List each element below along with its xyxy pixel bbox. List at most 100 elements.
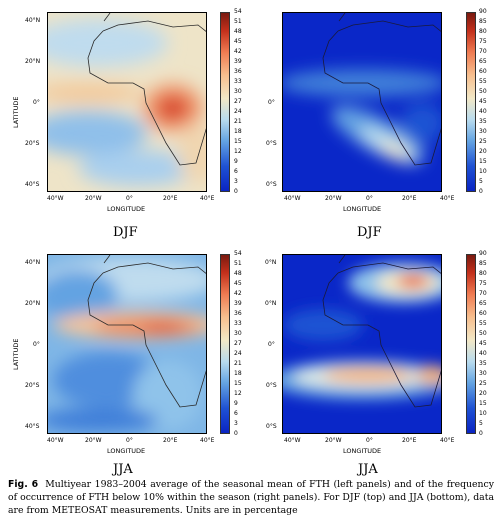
colorbar-tick: 10 bbox=[479, 168, 487, 175]
colorbar-tick: 0 bbox=[234, 430, 238, 437]
colorbar-tick: 65 bbox=[479, 300, 487, 307]
lat-tick: 0°S bbox=[266, 423, 277, 430]
colorbar-tick: 27 bbox=[234, 340, 242, 347]
colorbar-tick: 33 bbox=[234, 320, 242, 327]
map-djf-fth bbox=[47, 12, 207, 192]
colorbar-tick: 35 bbox=[479, 360, 487, 367]
colorbar-tick: 55 bbox=[479, 320, 487, 327]
colorbar-tick: 6 bbox=[234, 410, 238, 417]
colorbar-tick: 85 bbox=[479, 18, 487, 25]
colorbar-tick: 0 bbox=[234, 188, 238, 195]
colorbar-tick: 30 bbox=[234, 330, 242, 337]
colorbar-tick: 48 bbox=[234, 28, 242, 35]
colorbar-tick: 30 bbox=[479, 370, 487, 377]
lat-tick: 0° bbox=[33, 99, 40, 106]
colorbar-tick: 40 bbox=[479, 350, 487, 357]
colorbar-tick: 39 bbox=[234, 300, 242, 307]
colorbar-tick: 50 bbox=[479, 88, 487, 95]
colorbar-tick: 21 bbox=[234, 360, 242, 367]
colorbar-tick: 20 bbox=[479, 390, 487, 397]
lat-tick: 0° bbox=[268, 99, 275, 106]
lon-tick: 40°E bbox=[200, 195, 215, 202]
lon-tick: 0° bbox=[126, 195, 133, 202]
lat-tick: 0°S bbox=[266, 140, 277, 147]
lat-tick: 0°N bbox=[265, 259, 277, 266]
colorbar-tick: 65 bbox=[479, 58, 487, 65]
colorbar-tick: 42 bbox=[234, 48, 242, 55]
season-label: DJF bbox=[113, 225, 138, 240]
colorbar-tick: 9 bbox=[234, 400, 238, 407]
colorbar-tick: 39 bbox=[234, 58, 242, 65]
colorbar-tick: 54 bbox=[234, 8, 242, 15]
colorbar-tick: 30 bbox=[479, 128, 487, 135]
lon-tick: 20°E bbox=[402, 195, 417, 202]
lon-tick: 0° bbox=[126, 437, 133, 444]
x-axis-label: LONGITUDE bbox=[107, 447, 146, 455]
lat-tick: 0°N bbox=[265, 300, 277, 307]
lon-tick: 20°W bbox=[85, 437, 102, 444]
lat-tick: 0° bbox=[33, 341, 40, 348]
colorbar-tick: 21 bbox=[234, 118, 242, 125]
lat-tick: 40°N bbox=[25, 259, 41, 266]
colorbar-tick: 33 bbox=[234, 78, 242, 85]
colorbar-djf-frequency bbox=[466, 12, 476, 192]
colorbar-tick: 3 bbox=[234, 178, 238, 185]
lat-tick: 0°S bbox=[266, 181, 277, 188]
lon-tick: 0° bbox=[366, 195, 373, 202]
colorbar-tick: 51 bbox=[234, 18, 242, 25]
lon-tick: 20°E bbox=[163, 195, 178, 202]
lon-tick: 40°W bbox=[47, 437, 64, 444]
colorbar-tick: 45 bbox=[234, 280, 242, 287]
colorbar-tick: 5 bbox=[479, 420, 483, 427]
colorbar-tick: 45 bbox=[234, 38, 242, 45]
lon-tick: 20°W bbox=[325, 195, 342, 202]
lat-tick: 20°S bbox=[25, 140, 40, 147]
season-label: JJA bbox=[358, 462, 378, 477]
colorbar-tick: 45 bbox=[479, 98, 487, 105]
colorbar-jja-fth bbox=[220, 254, 230, 434]
colorbar-tick: 10 bbox=[479, 410, 487, 417]
figure-caption-text: Multiyear 1983–2004 average of the seaso… bbox=[8, 479, 494, 516]
lat-tick: 40°S bbox=[25, 423, 40, 430]
lon-tick: 40°W bbox=[284, 195, 301, 202]
lat-tick: 0° bbox=[268, 341, 275, 348]
colorbar-tick: 24 bbox=[234, 108, 242, 115]
lat-tick: 20°N bbox=[25, 300, 41, 307]
lon-tick: 0° bbox=[366, 437, 373, 444]
y-axis-label: LATITUDE bbox=[12, 96, 20, 128]
colorbar-tick: 60 bbox=[479, 68, 487, 75]
lon-tick: 40°W bbox=[47, 195, 64, 202]
colorbar-tick: 70 bbox=[479, 290, 487, 297]
colorbar-tick: 36 bbox=[234, 68, 242, 75]
colorbar-tick: 90 bbox=[479, 8, 487, 15]
lat-tick: 40°S bbox=[25, 181, 40, 188]
colorbar-tick: 35 bbox=[479, 118, 487, 125]
colorbar-tick: 48 bbox=[234, 270, 242, 277]
map-jja-frequency bbox=[282, 254, 442, 434]
figure-label: Fig. 6 bbox=[8, 479, 39, 490]
colorbar-tick: 51 bbox=[234, 260, 242, 267]
colorbar-tick: 25 bbox=[479, 138, 487, 145]
colorbar-tick: 36 bbox=[234, 310, 242, 317]
colorbar-tick: 3 bbox=[234, 420, 238, 427]
colorbar-tick: 60 bbox=[479, 310, 487, 317]
lon-tick: 40°E bbox=[440, 195, 455, 202]
colorbar-tick: 30 bbox=[234, 88, 242, 95]
colorbar-tick: 12 bbox=[234, 148, 242, 155]
colorbar-tick: 15 bbox=[234, 138, 242, 145]
colorbar-tick: 15 bbox=[479, 158, 487, 165]
lat-tick: 40°N bbox=[25, 17, 41, 24]
colorbar-tick: 45 bbox=[479, 340, 487, 347]
colorbar-tick: 50 bbox=[479, 330, 487, 337]
x-axis-label: LONGITUDE bbox=[343, 205, 382, 213]
colorbar-tick: 25 bbox=[479, 380, 487, 387]
colorbar-tick: 42 bbox=[234, 290, 242, 297]
season-label: DJF bbox=[357, 225, 382, 240]
colorbar-tick: 85 bbox=[479, 260, 487, 267]
colorbar-jja-frequency bbox=[466, 254, 476, 434]
lat-tick: 20°N bbox=[25, 58, 41, 65]
colorbar-tick: 18 bbox=[234, 128, 242, 135]
lon-tick: 40°W bbox=[284, 437, 301, 444]
season-label: JJA bbox=[113, 462, 133, 477]
map-jja-fth bbox=[47, 254, 207, 434]
